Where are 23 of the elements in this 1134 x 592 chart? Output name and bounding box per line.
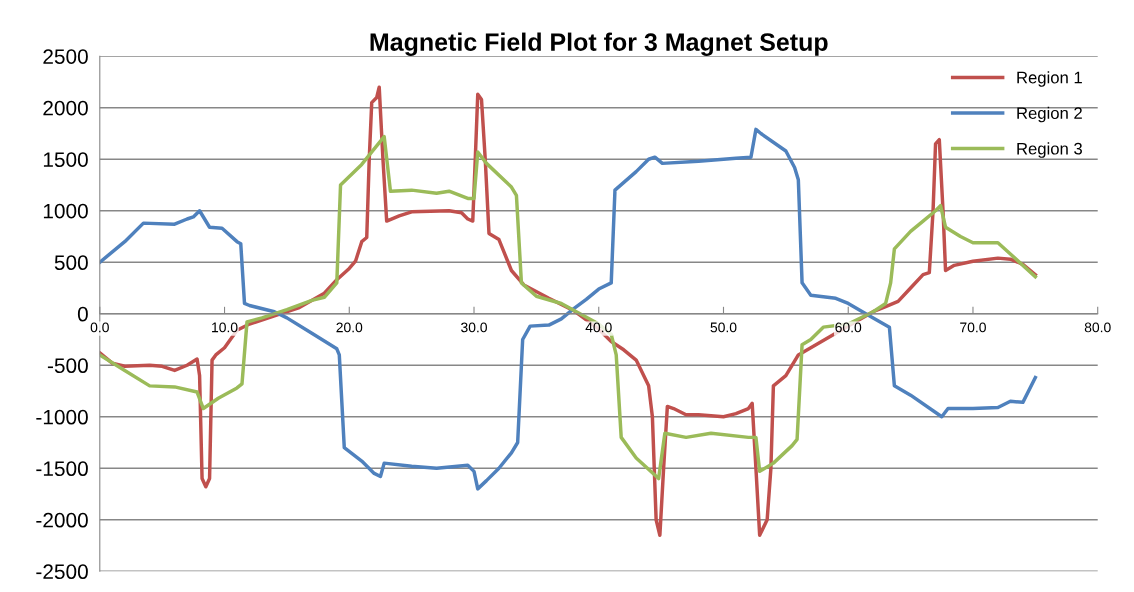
chart-title: Magnetic Field Plot for 3 Magnet Setup <box>370 32 828 56</box>
y-tick-label: 500 <box>54 255 88 271</box>
legend-label: Region 1 <box>1017 71 1082 87</box>
y-tick-label: -1500 <box>36 461 88 477</box>
y-tick-label: 1500 <box>43 152 88 167</box>
y-tick-label: 2500 <box>43 49 88 64</box>
x-tick-label: 10.0 <box>212 322 238 333</box>
y-tick-label: 1000 <box>43 203 88 219</box>
y-tick-label: -2500 <box>36 564 88 580</box>
y-tick-label: -1000 <box>36 409 88 425</box>
x-tick-label: 0.0 <box>90 322 109 333</box>
y-tick-label: -500 <box>47 358 88 374</box>
y-tick-label: 0 <box>77 306 88 322</box>
x-tick-label: 70.0 <box>960 322 986 333</box>
x-tick-label: 60.0 <box>835 322 862 333</box>
y-tick-label: 2000 <box>43 100 88 116</box>
x-tick-label: 30.0 <box>461 322 487 333</box>
x-tick-label: 80.0 <box>1084 322 1111 333</box>
x-tick-label: 50.0 <box>710 322 737 333</box>
y-tick-label: -2000 <box>36 512 88 528</box>
legend-label: Region 3 <box>1017 142 1082 158</box>
x-tick-label: 20.0 <box>336 322 363 333</box>
legend-label: Region 2 <box>1017 106 1082 123</box>
